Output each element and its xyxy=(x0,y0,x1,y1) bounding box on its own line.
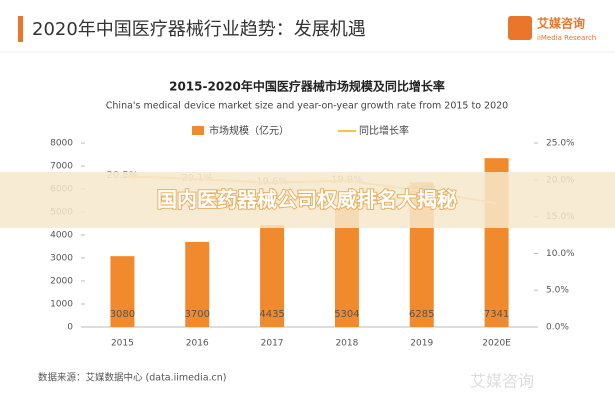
y-tick-label: 8000 xyxy=(50,139,73,149)
banner-text: 国内医药器械公司权威排名大揭秘 xyxy=(157,188,457,212)
legend-swatch xyxy=(192,126,204,135)
y2-tick-label: 0.0% xyxy=(546,323,569,333)
bar xyxy=(110,256,135,327)
y-tick-label: 1000 xyxy=(50,300,73,310)
chart-title: 2015-2020年中国医疗器械市场规模及同比增长率 xyxy=(169,79,445,94)
y-tick-label: 2000 xyxy=(50,277,73,287)
bar-label: 7341 xyxy=(484,309,509,320)
page-title: 2020年中国医疗器械行业趋势：发展机遇 xyxy=(32,19,366,40)
x-tick-label: 2020E xyxy=(482,339,511,349)
x-tick-label: 2018 xyxy=(335,339,358,349)
title-accent xyxy=(18,16,23,42)
y-tick-label: 7000 xyxy=(50,162,73,172)
bar-label: 3700 xyxy=(185,309,210,320)
x-tick-label: 2016 xyxy=(186,339,209,349)
legend-label: 市场规模（亿元） xyxy=(209,124,289,137)
bar-label: 3080 xyxy=(110,309,135,320)
bar-label: 6285 xyxy=(409,309,434,320)
x-tick-label: 2019 xyxy=(410,339,433,349)
y2-tick-label: 10.0% xyxy=(546,249,575,259)
y-tick-label: 4000 xyxy=(50,231,73,241)
y-tick-label: 0 xyxy=(67,323,73,333)
logo: 艾媒咨询 xyxy=(537,16,585,31)
y2-tick-label: 25.0% xyxy=(546,139,575,149)
bar-label: 4435 xyxy=(259,309,284,320)
y2-tick-label: 5.0% xyxy=(546,286,569,296)
y-tick-label: 3000 xyxy=(50,254,73,264)
logo-sub: iiMedia Research xyxy=(537,34,596,42)
x-tick-label: 2015 xyxy=(111,339,134,349)
chart-subtitle: China's medical device market size and y… xyxy=(106,101,508,112)
watermark: 艾媒咨询 xyxy=(470,372,534,391)
legend-label: 同比增长率 xyxy=(359,124,409,137)
bar xyxy=(260,224,285,327)
logo-icon xyxy=(508,16,532,40)
x-tick-label: 2017 xyxy=(261,339,284,349)
banner-bg xyxy=(0,172,615,228)
bar xyxy=(185,241,210,327)
bar-label: 5304 xyxy=(334,309,359,320)
source: 数据来源：艾媒数据中心 (data.iimedia.cn) xyxy=(38,372,226,384)
